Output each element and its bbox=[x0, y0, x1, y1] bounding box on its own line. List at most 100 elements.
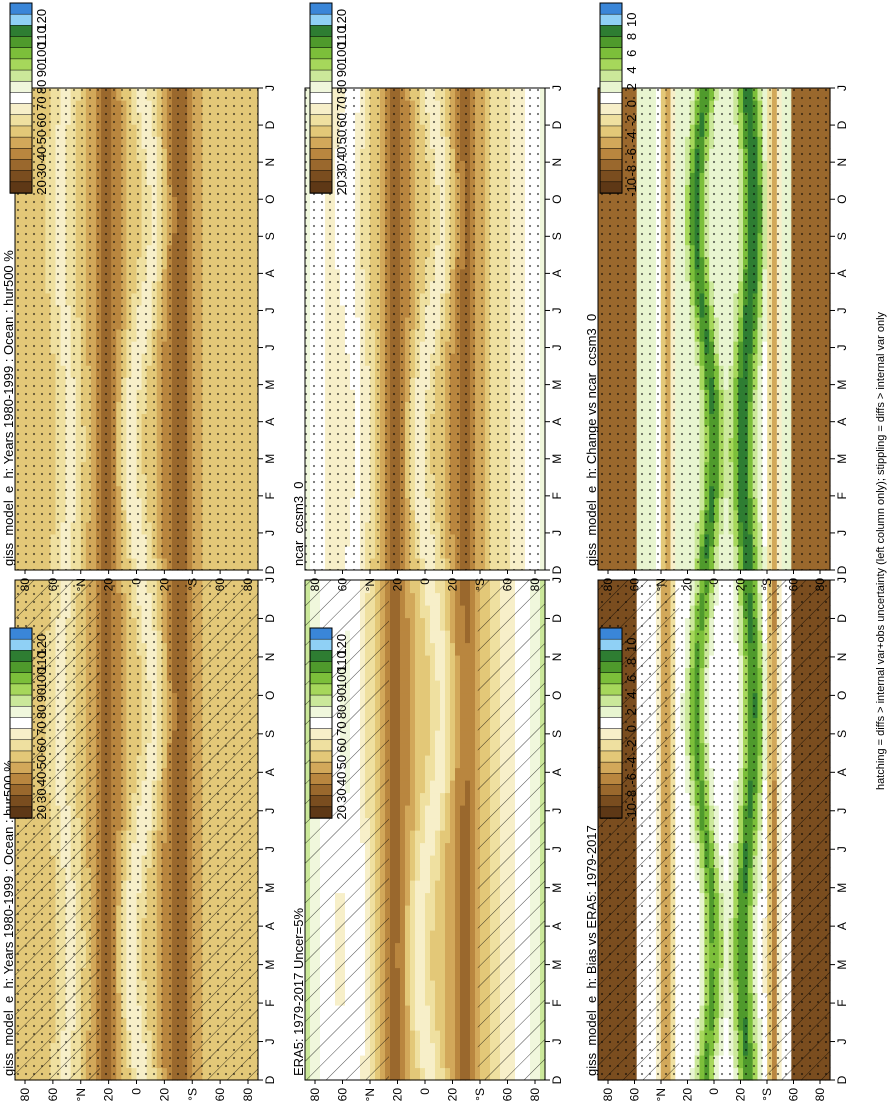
heatmap-cell bbox=[405, 1005, 411, 1018]
heatmap-cell bbox=[425, 843, 431, 856]
heatmap-cell bbox=[425, 968, 431, 981]
heatmap-cell bbox=[420, 905, 426, 918]
lat-label: °N bbox=[74, 1088, 88, 1101]
heatmap-cell bbox=[445, 1005, 451, 1018]
heatmap-cell bbox=[465, 718, 471, 731]
heatmap-cell bbox=[465, 580, 471, 593]
heatmap-cell bbox=[440, 1055, 446, 1068]
heatmap-cell bbox=[405, 718, 411, 731]
heatmap-cell bbox=[445, 630, 451, 643]
heatmap-cell bbox=[460, 830, 466, 843]
heatmap-cell bbox=[415, 605, 421, 618]
heatmap-cell bbox=[420, 805, 426, 818]
heatmap-cell bbox=[460, 630, 466, 643]
heatmap-cell bbox=[390, 818, 396, 831]
heatmap-cell bbox=[395, 780, 401, 793]
heatmap-cell bbox=[460, 868, 466, 881]
lat-label: 80 bbox=[18, 1088, 32, 1102]
heatmap-cell bbox=[455, 768, 461, 781]
heatmap-cell bbox=[425, 1030, 431, 1043]
heatmap-cell bbox=[415, 668, 421, 681]
heatmap-cell bbox=[435, 705, 441, 718]
heatmap-cell bbox=[430, 868, 436, 881]
lat-label: 60 bbox=[46, 1088, 60, 1102]
heatmap-cell bbox=[435, 905, 441, 918]
heatmap-cell bbox=[435, 793, 441, 806]
month-label: D bbox=[263, 1075, 277, 1084]
heatmap-cell bbox=[405, 755, 411, 768]
heatmap-cell bbox=[450, 655, 456, 668]
heatmap-cell bbox=[440, 1005, 446, 1018]
heatmap-cell bbox=[455, 993, 461, 1006]
heatmap-cell bbox=[420, 793, 426, 806]
lat-label: 60 bbox=[501, 1088, 515, 1102]
heatmap-cell bbox=[445, 830, 451, 843]
heatmap-cell bbox=[410, 818, 416, 831]
heatmap-cell bbox=[465, 668, 471, 681]
heatmap-cell bbox=[460, 968, 466, 981]
heatmap-cell bbox=[405, 680, 411, 693]
heatmap-cell bbox=[465, 618, 471, 631]
heatmap-cell bbox=[410, 805, 416, 818]
month-label: A bbox=[550, 768, 564, 776]
heatmap-cell bbox=[390, 705, 396, 718]
heatmap-cell bbox=[470, 918, 476, 931]
heatmap-cell bbox=[400, 868, 406, 881]
heatmap-cell bbox=[450, 693, 456, 706]
heatmap-cell bbox=[450, 730, 456, 743]
heatmap-cell bbox=[425, 1018, 431, 1031]
heatmap-cell bbox=[450, 618, 456, 631]
heatmap-cell bbox=[470, 893, 476, 906]
heatmap-cell bbox=[450, 1030, 456, 1043]
heatmap-cell bbox=[465, 830, 471, 843]
heatmap-cell bbox=[465, 880, 471, 893]
heatmap-cell bbox=[420, 693, 426, 706]
heatmap-cell bbox=[400, 1018, 406, 1031]
heatmap-cell bbox=[400, 643, 406, 656]
heatmap-cell bbox=[470, 1043, 476, 1056]
heatmap-cell bbox=[390, 1018, 396, 1031]
heatmap-cell bbox=[415, 805, 421, 818]
heatmap-cell bbox=[400, 1030, 406, 1043]
heatmap-cell bbox=[455, 755, 461, 768]
heatmap-cell bbox=[445, 818, 451, 831]
heatmap-cell bbox=[390, 1055, 396, 1068]
heatmap-cell bbox=[415, 793, 421, 806]
heatmap-cell bbox=[410, 905, 416, 918]
heatmap-cell bbox=[430, 668, 436, 681]
lat-label: 20 bbox=[391, 1088, 405, 1102]
heatmap-cell bbox=[425, 605, 431, 618]
heatmap-cell bbox=[455, 1043, 461, 1056]
heatmap-cell bbox=[405, 580, 411, 593]
heatmap-cell bbox=[470, 618, 476, 631]
heatmap-cell bbox=[460, 743, 466, 756]
heatmap-cell bbox=[405, 655, 411, 668]
heatmap-cell bbox=[430, 818, 436, 831]
heatmap-cell bbox=[400, 905, 406, 918]
heatmap-cell bbox=[410, 793, 416, 806]
heatmap-cell bbox=[440, 643, 446, 656]
heatmap-cell bbox=[395, 730, 401, 743]
heatmap-cell bbox=[455, 1068, 461, 1081]
heatmap-cell bbox=[450, 793, 456, 806]
heatmap-cell bbox=[430, 805, 436, 818]
heatmap-cell bbox=[400, 693, 406, 706]
heatmap-cell bbox=[445, 755, 451, 768]
heatmap-cell bbox=[415, 855, 421, 868]
heatmap-cell bbox=[455, 880, 461, 893]
heatmap-cell bbox=[400, 818, 406, 831]
heatmap-cell bbox=[390, 905, 396, 918]
heatmap-cell bbox=[390, 718, 396, 731]
heatmap-cell bbox=[405, 1030, 411, 1043]
heatmap-cell bbox=[450, 630, 456, 643]
month-label: M bbox=[550, 883, 564, 893]
heatmap-cell bbox=[465, 843, 471, 856]
month-label: J bbox=[550, 808, 564, 814]
heatmap-cell bbox=[420, 718, 426, 731]
heatmap-cell bbox=[395, 643, 401, 656]
heatmap-cell bbox=[425, 705, 431, 718]
heatmap-cell bbox=[420, 755, 426, 768]
heatmap-cell bbox=[450, 755, 456, 768]
heatmap-cell bbox=[455, 680, 461, 693]
